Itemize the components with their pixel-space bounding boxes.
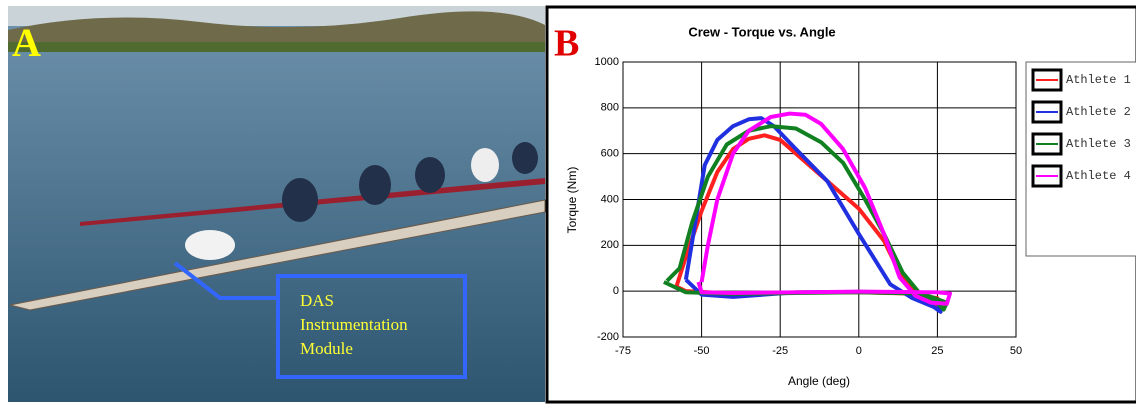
x-tick-label: -75 xyxy=(615,345,631,357)
x-tick-label: 25 xyxy=(931,345,943,357)
legend-label: Athlete 2 xyxy=(1066,105,1131,119)
y-tick-label: 800 xyxy=(601,102,619,114)
annotation-line: Instrumentation xyxy=(300,315,408,334)
y-tick-label: 1000 xyxy=(595,56,619,68)
photo: DAS Instrumentation Module A xyxy=(8,6,545,402)
legend-label: Athlete 1 xyxy=(1066,73,1131,87)
x-axis-label: Angle (deg) xyxy=(788,374,850,388)
x-tick-label: -25 xyxy=(772,345,788,357)
figure: DAS Instrumentation Module A B Crew - Torq… xyxy=(0,0,1136,406)
y-tick-label: 600 xyxy=(601,148,619,160)
y-tick-label: 200 xyxy=(601,239,619,251)
y-tick-label: 0 xyxy=(613,285,619,297)
y-axis-label: Torque (Nm) xyxy=(565,167,579,234)
annotation-line: DAS xyxy=(300,291,334,310)
y-tick-label: 400 xyxy=(601,193,619,205)
legend-label: Athlete 3 xyxy=(1066,137,1131,151)
page: {"panels": {"a_label": "A", "b_label": "… xyxy=(0,0,1136,406)
annotation-line: Module xyxy=(300,339,353,358)
y-tick-label: -200 xyxy=(597,331,619,343)
legend-label: Athlete 4 xyxy=(1066,169,1131,183)
x-tick-label: -50 xyxy=(694,345,710,357)
x-tick-label: 0 xyxy=(856,345,862,357)
chart-title: Crew - Torque vs. Angle xyxy=(688,24,835,39)
x-tick-label: 50 xyxy=(1010,345,1022,357)
panel-label: B xyxy=(554,23,579,65)
panel-label: A xyxy=(12,20,41,65)
